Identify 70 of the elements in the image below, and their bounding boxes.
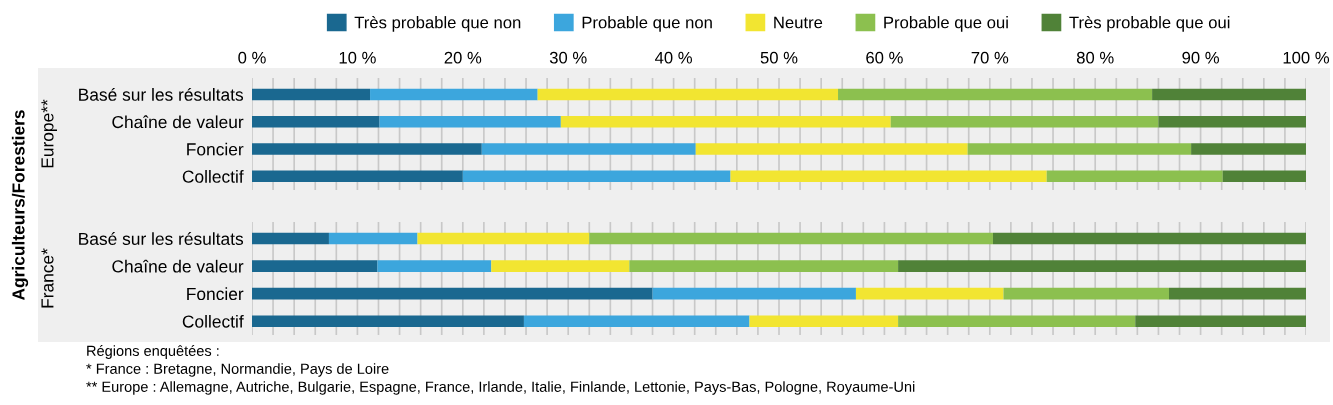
bar	[377, 260, 492, 272]
x-tick-label: 40 %	[654, 51, 692, 64]
bar	[629, 260, 899, 272]
x-tick-label: 10 %	[339, 51, 376, 64]
bar	[379, 115, 561, 128]
y-axis-title: Europe**	[41, 99, 58, 168]
bar	[695, 143, 968, 155]
bar	[1158, 115, 1306, 128]
y-tick-label: Chaîne de valeur	[112, 259, 244, 273]
text: Régions enquêtées :	[87, 345, 219, 359]
legend-label: Probable que oui	[884, 16, 1008, 32]
bar	[890, 115, 1159, 128]
bar	[898, 315, 1136, 328]
bar	[652, 287, 856, 300]
x-tick-label: 90 %	[1182, 51, 1219, 64]
bar	[967, 143, 1192, 155]
bar	[537, 88, 839, 101]
y-tick-label: Chaîne de valeur	[112, 115, 244, 129]
x-tick-label: 80 %	[1076, 51, 1114, 64]
bar	[491, 260, 630, 272]
legend-label: Neutre	[774, 16, 823, 29]
x-tick-label: 30 %	[549, 51, 587, 64]
bar	[252, 260, 378, 272]
bar	[523, 315, 750, 328]
legend-label: Probable que non	[582, 16, 712, 32]
bar	[855, 287, 1004, 300]
y-tick-label: Foncier	[187, 142, 244, 156]
y-tick-label: Collectif	[182, 170, 244, 183]
bar	[462, 170, 731, 183]
bar	[252, 88, 371, 101]
y-tick-label: Basé sur les résultats	[79, 87, 244, 101]
bar	[1003, 287, 1169, 300]
bar	[252, 287, 653, 300]
x-tick-label: 20 %	[444, 51, 482, 64]
bar	[730, 170, 1047, 183]
y-tick-label: Foncier	[187, 287, 244, 301]
bar	[1222, 170, 1306, 183]
bar	[252, 170, 463, 183]
text: Agriculteurs/Forestiers	[11, 110, 29, 301]
y-axis-title: France*	[41, 248, 54, 308]
bar	[1046, 170, 1223, 183]
bar	[252, 143, 482, 155]
text: ** Europe : Allemagne, Autriche, Bulgarie, Espagne, France, Irlande, Italie, Finlande, Lettonie, Pays-Bas, Pologne, Royaume-Uni	[86, 381, 915, 395]
y-tick-label: Basé sur les résultats	[79, 232, 244, 245]
x-tick-label: 50 %	[760, 51, 798, 64]
bar	[560, 115, 891, 128]
bar	[370, 88, 538, 101]
bar	[417, 232, 590, 245]
legend-label: Très probable que oui	[1069, 15, 1230, 32]
x-tick-label: 0 %	[238, 51, 266, 64]
bar	[838, 88, 1153, 101]
bar	[589, 232, 993, 245]
bar	[252, 115, 380, 128]
x-tick-label: 100 %	[1283, 51, 1330, 64]
x-tick-label: 70 %	[971, 51, 1009, 64]
text: * France : Bretagne, Normandie, Pays de Loire	[86, 363, 389, 377]
bar	[749, 315, 899, 328]
y-tick-label: Collectif	[182, 314, 244, 328]
bar	[898, 260, 1306, 272]
bar	[1152, 88, 1306, 101]
bar	[252, 315, 524, 328]
legend-label: Très probable que non	[354, 15, 521, 32]
bar	[1191, 143, 1306, 155]
bar	[992, 232, 1306, 245]
bar	[252, 232, 329, 245]
bar	[328, 232, 418, 245]
bar	[1135, 315, 1306, 328]
bar	[1168, 287, 1306, 300]
bar	[481, 143, 696, 155]
x-tick-label: 60 %	[866, 51, 903, 64]
